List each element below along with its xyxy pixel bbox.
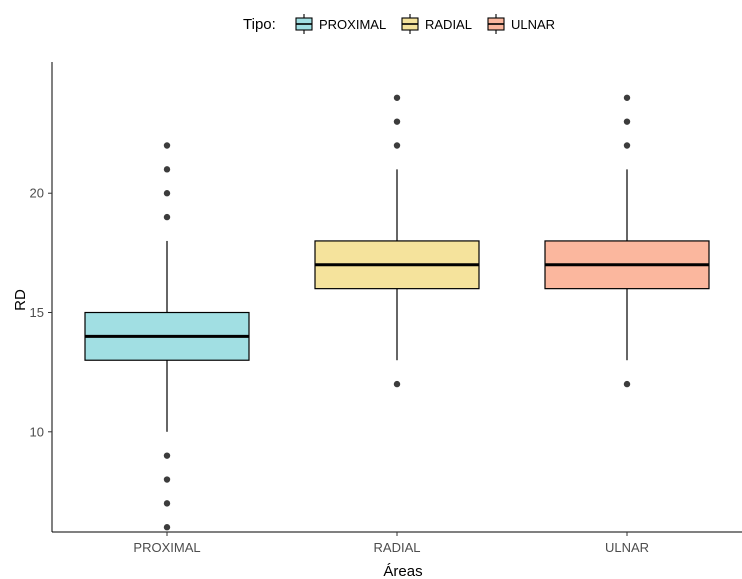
x-axis-title: Áreas xyxy=(383,563,422,579)
outlier-point xyxy=(393,380,401,388)
outlier-point xyxy=(163,142,171,149)
axes: 10 15 20 PROXIMAL RADIAL ULNAR xyxy=(30,62,742,555)
outlier-point xyxy=(163,476,171,483)
legend-key-radial: RADIAL xyxy=(401,14,472,34)
legend: Tipo: PROXIMAL RADIAL ULNAR xyxy=(243,14,555,34)
x-tick-label: PROXIMAL xyxy=(133,540,200,555)
box-group-proximal xyxy=(84,142,250,531)
outlier-point xyxy=(163,500,171,507)
y-tick-label: 20 xyxy=(30,186,44,201)
outlier-point xyxy=(623,118,631,125)
legend-key-ulnar: ULNAR xyxy=(487,14,555,34)
outlier-point xyxy=(393,142,401,149)
outlier-point xyxy=(623,142,631,149)
legend-label: RADIAL xyxy=(425,17,472,32)
outlier-point xyxy=(163,190,171,197)
outlier-point xyxy=(163,452,171,459)
plot-panel xyxy=(84,94,710,531)
outlier-point xyxy=(623,380,631,388)
y-axis-title: RD xyxy=(12,289,29,311)
outlier-point xyxy=(163,213,171,221)
outlier-point xyxy=(163,166,171,173)
legend-title: Tipo: xyxy=(243,16,276,33)
box-group-radial xyxy=(314,94,480,388)
outlier-point xyxy=(393,94,401,101)
x-tick-label: RADIAL xyxy=(374,540,421,555)
legend-label: ULNAR xyxy=(511,17,555,32)
outlier-point xyxy=(393,118,401,125)
legend-label: PROXIMAL xyxy=(319,17,386,32)
y-tick-label: 10 xyxy=(30,424,44,439)
outlier-point xyxy=(163,524,171,531)
x-tick-label: ULNAR xyxy=(605,540,649,555)
legend-key-proximal: PROXIMAL xyxy=(295,14,386,34)
box-group-ulnar xyxy=(544,94,710,388)
outlier-point xyxy=(623,94,631,101)
y-tick-label: 15 xyxy=(30,305,44,320)
